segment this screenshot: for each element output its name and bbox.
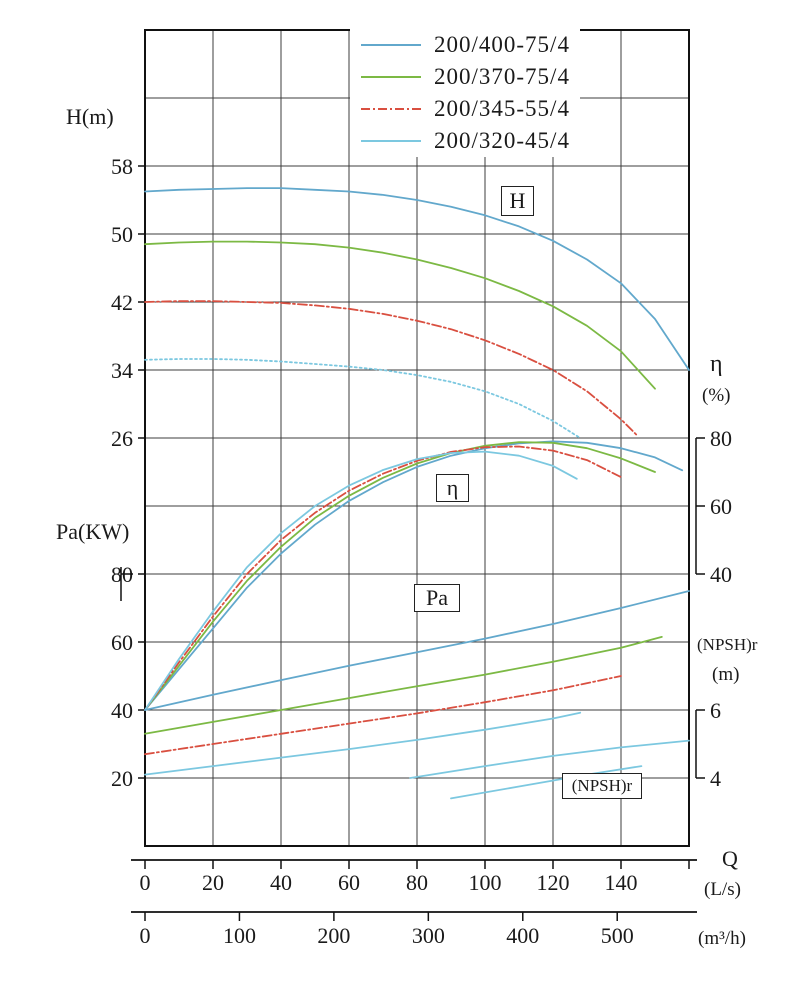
H-axis-tick-label: 26: [111, 426, 133, 451]
H-axis-tick-label: 42: [111, 290, 133, 315]
npsh-axis-unit: (m): [712, 664, 740, 685]
H-axis-ticks: 58 50 42 34 26: [111, 154, 145, 451]
curve-eta-200-345-55-4: [144, 445, 622, 711]
eta-axis-tick-label: 40: [710, 562, 732, 587]
legend-item: 200/400-75/4: [360, 32, 570, 57]
npsh-axis-ticks: 64: [695, 698, 721, 791]
legend-item: 200/320-45/4: [360, 128, 570, 153]
legend-label: 200/400-75/4: [434, 31, 570, 57]
eta-axis-title: η: [710, 351, 723, 377]
q-axis-ls-tick-label: 100: [469, 870, 502, 895]
chart-legend: 200/400-75/4 200/370-75/4 200/345-55/4 200/…: [350, 28, 580, 157]
legend-item: 200/370-75/4: [360, 64, 570, 89]
curve-eta-200-370-75-4: [144, 441, 656, 711]
npsh-axis-tick-label: 6: [710, 698, 721, 723]
eta-curve-label-box: η: [436, 474, 469, 502]
q-axis-ls-tick-label: 120: [537, 870, 570, 895]
curve-pa-200-400-75-4: [144, 590, 690, 711]
q-axis-m3h-tick-label: 500: [601, 923, 634, 948]
q-axis-ls-tick-label: 40: [270, 870, 292, 895]
curve-H-200-345-55-4: [144, 300, 639, 438]
pa-axis-title: Pa(KW): [56, 519, 130, 544]
q-axis-title: Q: [722, 846, 738, 871]
q-axis-ls-tick-label: 140: [605, 870, 638, 895]
q-axis-unit-m3h: (m³/h): [698, 928, 746, 949]
curve-pa-200-370-75-4: [144, 636, 663, 735]
q-axis-m3h-tick-label: 300: [412, 923, 445, 948]
eta-axis-ticks: 80 60 40: [695, 426, 732, 587]
legend-label: 200/345-55/4: [434, 95, 570, 121]
q-axis-m3h-tick-label: 0: [140, 923, 151, 948]
curve-H-200-320-45-4: [144, 358, 582, 439]
pa-curve-label-box: Pa: [414, 584, 460, 612]
H-axis-tick-label: 58: [111, 154, 133, 179]
h-axis-title: H(m): [66, 104, 114, 129]
q-axis-ls: 0 20 40 60 80 100 120 140: [131, 859, 697, 895]
pa-axis-tick-label: 60: [111, 630, 133, 655]
q-axis-ls-tick-label: 80: [406, 870, 428, 895]
eta-axis-tick-label: 80: [710, 426, 732, 451]
h-curve-label-box: H: [501, 186, 534, 216]
legend-label: 200/370-75/4: [434, 63, 570, 89]
curves: [144, 187, 690, 800]
legend-line-sample: [361, 107, 421, 110]
pa-axis-tick-label: 20: [111, 766, 133, 791]
npsh-curve-label-box: (NPSH)r: [562, 773, 642, 799]
legend-line-sample: [361, 139, 421, 142]
q-axis-m3h: 0 100 200 300 400 500: [131, 911, 697, 948]
legend-item: 200/345-55/4: [360, 96, 570, 121]
curve-eta-200-320-45-4: [144, 450, 578, 711]
curve-eta-200-400-75-4: [144, 440, 684, 711]
eta-axis-tick-label: 60: [710, 494, 732, 519]
q-axis-ls-tick-label: 20: [202, 870, 224, 895]
q-axis-ls-tick-label: 60: [338, 870, 360, 895]
npsh-axis-title: (NPSH)r: [697, 635, 758, 654]
H-axis-tick-label: 34: [111, 358, 133, 383]
legend-line-sample: [361, 75, 421, 78]
pa-axis-bracket: [120, 567, 133, 601]
H-axis-tick-label: 50: [111, 222, 133, 247]
curve-npsh--NPSH-r-curve-2: [450, 765, 643, 800]
npsh-axis-tick-label: 4: [710, 766, 721, 791]
curve-pa-200-320-45-4: [144, 711, 582, 776]
eta-axis-unit: (%): [702, 385, 731, 406]
q-axis-ls-tick-label: 0: [140, 870, 151, 895]
curve-npsh--NPSH-r-curve-1: [409, 739, 690, 779]
legend-line-sample: [361, 43, 421, 46]
curve-H-200-400-75-4: [144, 187, 690, 371]
pa-axis-tick-label: 40: [111, 698, 133, 723]
q-axis-m3h-tick-label: 100: [223, 923, 256, 948]
q-axis-unit-ls: (L/s): [704, 879, 741, 900]
curve-pa-200-345-55-4: [144, 675, 622, 756]
legend-label: 200/320-45/4: [434, 127, 570, 153]
q-axis-m3h-tick-label: 200: [317, 923, 350, 948]
q-axis-m3h-tick-label: 400: [506, 923, 539, 948]
curve-H-200-370-75-4: [144, 240, 656, 390]
